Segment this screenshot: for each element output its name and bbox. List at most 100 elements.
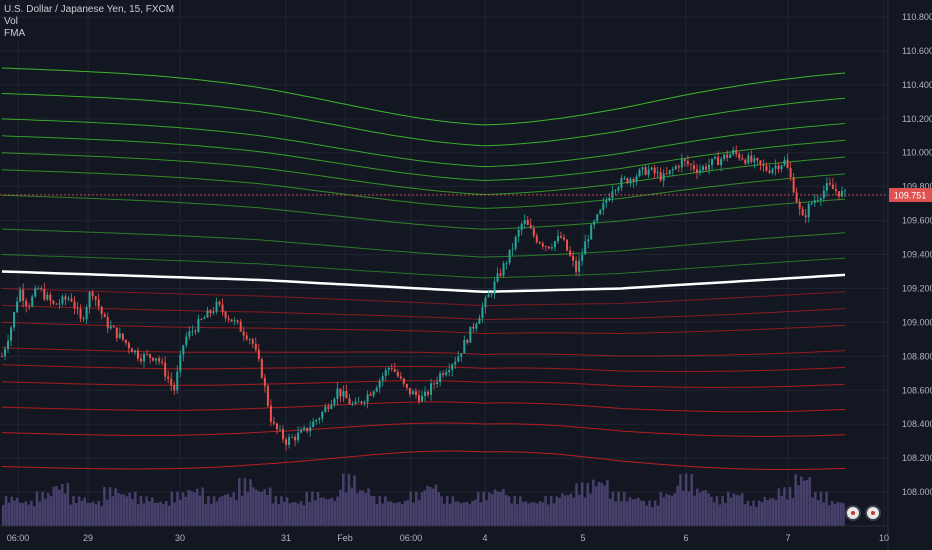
volume-bar	[541, 502, 545, 526]
fma-red-line	[1, 347, 846, 357]
candle-body	[674, 166, 677, 170]
volume-bar	[653, 500, 657, 526]
candle-body	[547, 246, 550, 249]
volume-bar	[771, 498, 775, 526]
y-tick-label: 109.400	[902, 250, 932, 260]
candles	[0, 145, 888, 451]
volume-bar	[476, 491, 480, 526]
volume-bar	[589, 493, 592, 526]
candle-body	[720, 158, 723, 166]
volume-bar	[198, 495, 202, 526]
candle-body	[484, 297, 487, 308]
volume-bar	[167, 505, 171, 526]
candle-body	[563, 237, 565, 240]
legend-symbol[interactable]: U.S. Dollar / Japanese Yen, 15, FXCM	[4, 4, 175, 15]
legend-vol[interactable]: Vol	[4, 16, 18, 27]
volume-bar	[162, 504, 165, 526]
candle-body	[363, 401, 366, 404]
volume-bar	[86, 502, 89, 526]
x-tick-label: 06:00	[7, 533, 30, 543]
candle-body	[269, 405, 272, 422]
candle-body	[514, 236, 517, 249]
candle-body	[315, 420, 318, 422]
volume-bar	[170, 491, 174, 526]
event-marker-icon[interactable]	[845, 505, 861, 521]
volume-bar	[389, 501, 393, 526]
candle-body	[695, 169, 698, 173]
y-tick-label: 110.800	[902, 12, 932, 22]
volume-bar	[757, 500, 761, 526]
candle-body	[152, 357, 155, 361]
volume-bar	[696, 488, 699, 526]
volume-bar	[665, 493, 668, 526]
candle-body	[10, 327, 13, 341]
volume-bars	[2, 473, 845, 526]
candle-body	[596, 214, 599, 222]
y-axis: 110.800 110.600 110.400 110.200 110.000 109.8…	[887, 0, 932, 550]
candle-body	[263, 377, 266, 387]
y-tick-label: 109.800	[902, 182, 932, 192]
candle-body	[789, 168, 792, 178]
candle-body	[801, 209, 804, 216]
fma-green-line	[1, 135, 846, 182]
volume-bar	[507, 496, 511, 526]
candle-body	[774, 165, 777, 169]
volume-bar	[623, 491, 626, 526]
volume-bar	[606, 480, 609, 526]
candle-body	[70, 298, 73, 302]
volume-bar	[274, 496, 278, 526]
volume-bar	[347, 473, 351, 526]
volume-bar	[164, 500, 168, 526]
volume-bar	[207, 496, 210, 526]
candle-body	[61, 296, 64, 304]
candle-body	[629, 178, 632, 184]
candle-body	[834, 189, 837, 192]
volume-bar	[760, 502, 764, 526]
candle-body	[417, 395, 420, 402]
volume-bar	[451, 496, 455, 526]
candle-body	[288, 437, 291, 445]
candle-body	[357, 401, 360, 403]
volume-bar	[752, 500, 755, 526]
volume-bar	[504, 494, 508, 526]
volume-bar	[148, 501, 151, 526]
candle-body	[390, 367, 393, 369]
candle-body	[218, 301, 221, 305]
candle-body	[405, 383, 408, 388]
candle-body	[85, 307, 88, 320]
volume-bar	[462, 502, 466, 526]
volume-bar	[52, 486, 56, 526]
volume-bar	[2, 505, 5, 526]
candle-body	[584, 241, 587, 255]
volume-bar	[313, 500, 317, 526]
volume-bar	[785, 499, 789, 526]
volume-bar	[429, 487, 432, 526]
volume-bar	[802, 480, 806, 526]
event-marker-icon[interactable]	[865, 505, 881, 521]
volume-bar	[597, 482, 601, 526]
candle-body	[139, 358, 142, 362]
candle-body	[559, 236, 562, 238]
volume-bar	[729, 497, 733, 526]
volume-bar	[263, 488, 266, 526]
candle-body	[133, 350, 136, 353]
candle-body	[420, 395, 423, 402]
candle-body	[31, 296, 34, 307]
candle-body	[115, 327, 118, 339]
candle-body	[689, 164, 692, 166]
candle-body	[387, 367, 390, 370]
candle-body	[282, 429, 284, 440]
candle-body	[753, 158, 756, 162]
volume-bar	[401, 503, 404, 526]
candle-body	[22, 289, 25, 301]
volume-bar	[701, 490, 705, 526]
volume-bar	[105, 499, 109, 526]
candle-body	[777, 165, 780, 170]
candle-body	[605, 200, 608, 204]
candle-body	[143, 353, 146, 362]
volume-bar	[426, 485, 429, 526]
volume-bar	[187, 489, 190, 526]
legend-fma[interactable]: FMA	[4, 28, 26, 39]
candle-body	[381, 376, 384, 381]
